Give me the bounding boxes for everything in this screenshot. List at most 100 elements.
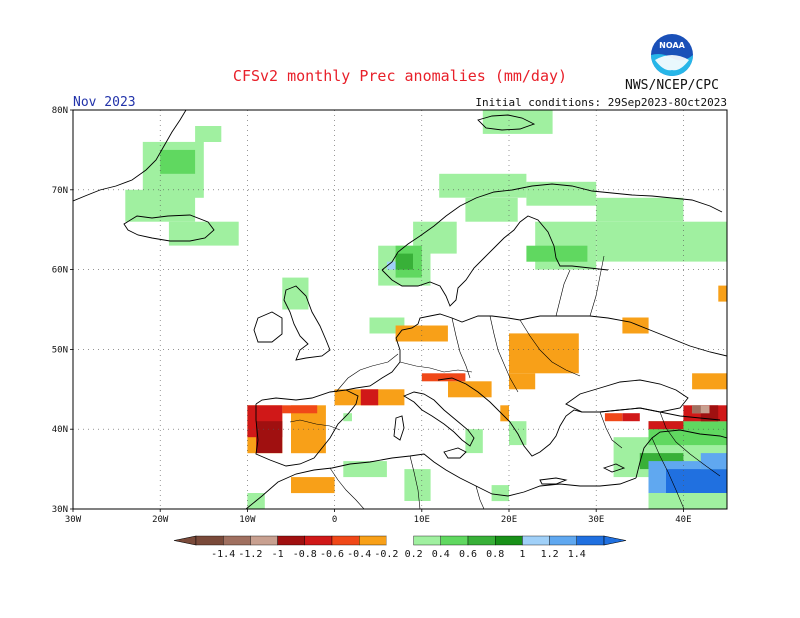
colorbar-under-arrow xyxy=(173,535,197,546)
coast-italy xyxy=(402,391,475,447)
colorbar-swatch xyxy=(495,535,523,546)
longitude-axis: 30W 20W 10W 0 10E 20E 30E 40E xyxy=(65,509,692,525)
initial-conditions: Initial conditions: 29Sep2023-8Oct2023 xyxy=(475,96,727,109)
colorbar-tick-label: -0.8 xyxy=(293,549,317,560)
colorbar-tick-label: -1.4 xyxy=(211,549,235,560)
anomaly-cell xyxy=(395,325,448,342)
anomaly-cell xyxy=(404,469,431,501)
colorbar-swatch xyxy=(386,536,414,545)
colorbar-tick-label: 0.8 xyxy=(486,549,504,560)
anomaly-cell xyxy=(491,485,509,502)
anomaly-cell xyxy=(395,253,413,270)
anomaly-cell xyxy=(448,381,492,398)
lat-tick-label: 80N xyxy=(52,106,68,116)
coast-sardinia xyxy=(393,415,405,441)
anomaly-field xyxy=(125,110,727,509)
anomaly-cell xyxy=(596,197,684,222)
map-frame xyxy=(72,109,728,510)
lat-tick-label: 30N xyxy=(52,505,68,515)
coast-greenland xyxy=(73,110,187,202)
latitude-axis: 80N 70N 60N 50N 40N 30N xyxy=(52,106,73,515)
colorbar-swatch xyxy=(576,535,605,546)
anomaly-cell xyxy=(509,373,536,390)
lat-tick-label: 60N xyxy=(52,266,68,276)
colorbar-swatch xyxy=(250,535,278,546)
coast-scandinavia xyxy=(381,183,723,307)
lon-tick-label: 30W xyxy=(65,515,82,525)
lon-tick-label: 20W xyxy=(152,515,169,525)
coast-ireland xyxy=(253,311,283,343)
coast-britain xyxy=(283,285,331,361)
colorbar-swatch xyxy=(331,535,360,546)
figure-title: CFSv2 monthly Prec anomalies (mm/day) xyxy=(233,67,567,85)
lon-tick-label: 20E xyxy=(501,515,517,525)
lon-tick-label: 10W xyxy=(239,515,256,525)
colorbar-tick-label: -0.4 xyxy=(347,549,371,560)
anomaly-cell xyxy=(666,469,727,493)
anomaly-cell xyxy=(343,413,352,422)
anomaly-cell xyxy=(160,149,196,174)
lon-tick-label: 30E xyxy=(588,515,604,525)
colorbar-tick-label: 0.4 xyxy=(432,549,450,560)
colorbar-tick-label: 0.6 xyxy=(459,549,477,560)
anomaly-cell xyxy=(482,110,553,134)
colorbar-over-arrow xyxy=(603,535,627,546)
anomaly-cell xyxy=(386,261,396,270)
anomaly-cell xyxy=(648,421,684,430)
coast-black-sea xyxy=(565,379,689,413)
lat-tick-label: 40N xyxy=(52,425,68,435)
anomaly-cell xyxy=(604,413,623,422)
coast-crete xyxy=(539,477,568,485)
coast-svalbard xyxy=(477,114,536,131)
anomaly-cell xyxy=(622,413,640,422)
coastlines xyxy=(73,110,727,509)
colorbar-swatch xyxy=(195,535,224,546)
agency-label: NWS/NCEP/CPC xyxy=(625,78,719,93)
coast-iceland xyxy=(123,214,215,242)
coast-north-africa xyxy=(245,453,637,509)
anomaly-cell xyxy=(692,405,701,414)
anomaly-cell xyxy=(465,429,483,454)
anomaly-cell xyxy=(509,333,579,374)
anomaly-cell xyxy=(465,197,518,222)
colorbar-tick-label: -0.6 xyxy=(320,549,344,560)
lon-tick-label: 40E xyxy=(675,515,691,525)
colorbar-tick-label: -1.2 xyxy=(238,549,262,560)
graticule xyxy=(73,110,727,509)
colorbar-swatch xyxy=(549,535,577,546)
forecast-month: Nov 2023 xyxy=(73,95,136,110)
country-borders xyxy=(289,255,721,509)
coast-cyprus xyxy=(602,463,626,473)
colorbar-tick-label: -0.2 xyxy=(374,549,398,560)
lon-tick-label: 10E xyxy=(414,515,430,525)
coast-levant xyxy=(635,429,727,479)
anomaly-cell xyxy=(535,221,597,270)
anomaly-cell xyxy=(195,126,222,142)
lat-tick-label: 70N xyxy=(52,186,68,196)
colorbar-swatch xyxy=(222,535,251,546)
colorbar-swatch xyxy=(413,535,442,546)
anomaly-cell xyxy=(168,221,239,246)
lat-tick-label: 50N xyxy=(52,345,68,355)
anomaly-cell xyxy=(343,461,387,478)
lon-tick-label: 0 xyxy=(332,515,337,525)
colorbar-swatch xyxy=(359,535,387,546)
colorbar-swatch xyxy=(522,535,550,546)
colorbar: -1.4 -1.2 -1 -0.8 -0.6 -0.4 -0.2 0.2 0.4 0.6 0.8 1 1… xyxy=(173,535,627,560)
anomaly-cell xyxy=(256,421,283,454)
colorbar-swatch xyxy=(304,535,333,546)
logo-wordmark: NOAA xyxy=(659,41,685,50)
anomaly-cell xyxy=(718,285,727,302)
noaa-logo-icon: NOAA xyxy=(651,34,693,76)
colorbar-swatch xyxy=(467,535,496,546)
colorbar-tick-label: 1.4 xyxy=(568,549,586,560)
anomaly-cell xyxy=(421,373,466,382)
colorbar-tick-label: 1 xyxy=(519,549,525,560)
anomaly-cell xyxy=(500,405,509,422)
anomaly-cell xyxy=(700,453,727,470)
anomaly-cell xyxy=(291,477,335,494)
colorbar-swatch xyxy=(277,535,306,546)
anomaly-cell xyxy=(360,389,379,406)
colorbar-tick-label: 0.2 xyxy=(405,549,423,560)
